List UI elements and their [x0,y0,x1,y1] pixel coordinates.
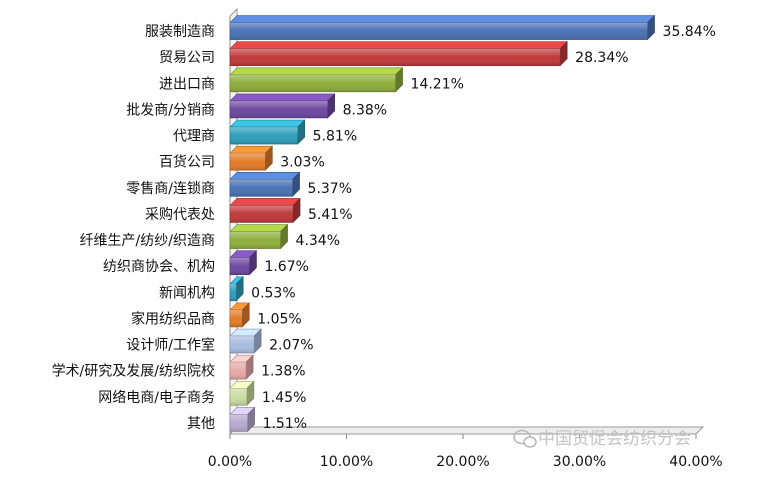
x-tick-label: 40.00% [669,454,722,470]
category-label: 新闻机构 [159,285,215,301]
category-label: 纤维生产/纺纱/织造商 [80,233,215,249]
data-label: 1.67% [264,259,308,275]
bar [229,14,656,41]
bar [229,354,254,380]
watermark-text: 中国贸促会纺织分会 [538,429,691,449]
data-label: 3.03% [280,155,324,171]
category-label: 进出口商 [159,76,215,92]
bar [229,328,262,354]
data-label: 5.37% [308,181,352,197]
category-label: 设计师/工作室 [126,337,215,354]
category-label: 代理商 [173,129,215,145]
bar [229,380,255,407]
bar [229,223,289,250]
bar [229,40,568,67]
data-label: 0.53% [251,285,295,301]
x-tick-label: 0.00% [208,454,252,470]
category-label: 批发商/分销商 [126,102,215,118]
bars [229,14,656,433]
data-label: 1.51% [263,416,307,432]
data-label: 1.45% [262,390,306,406]
category-label: 百货公司 [159,154,215,171]
data-label: 1.05% [257,311,301,327]
category-label: 网络电商/电子商务 [98,390,215,406]
bar [229,93,336,119]
data-label: 35.84% [663,24,716,40]
data-label: 8.38% [343,102,387,118]
bar [229,145,274,171]
category-label: 纺织商协会、机构 [103,259,215,275]
data-label: 5.41% [308,207,352,223]
bar [229,171,301,198]
labels: 服装制造商 35.84% 贸易公司 28.34% 进出口商 14.21% 批发商/分销商 8.… [52,24,716,432]
data-label: 2.07% [269,338,313,354]
bar [229,276,244,302]
watermark: 中国贸促会纺织分会 [513,429,691,449]
x-tick-label: 20.00% [436,454,489,470]
data-label: 1.38% [261,364,305,380]
category-label: 采购代表处 [145,207,215,223]
category-label: 贸易公司 [159,50,215,66]
category-label: 服装制造商 [145,24,215,40]
bar [229,406,256,433]
bar [229,197,301,224]
category-label: 零售商/连锁商 [126,181,215,197]
category-label: 家用纺织品商 [131,310,215,327]
x-tick-label: 30.00% [553,454,606,470]
category-label: 学术/研究及发展/纺织院校 [52,363,215,380]
data-label: 28.34% [575,50,628,66]
bar [229,249,258,276]
wechat-icon [513,429,537,448]
data-label: 5.81% [313,129,357,145]
x-tick-label: 10.00% [320,454,373,470]
bar [229,67,404,93]
category-label: 其他 [187,416,215,432]
bar [229,302,250,328]
data-label: 4.34% [296,233,340,249]
bar [229,119,306,145]
data-label: 14.21% [411,76,464,92]
